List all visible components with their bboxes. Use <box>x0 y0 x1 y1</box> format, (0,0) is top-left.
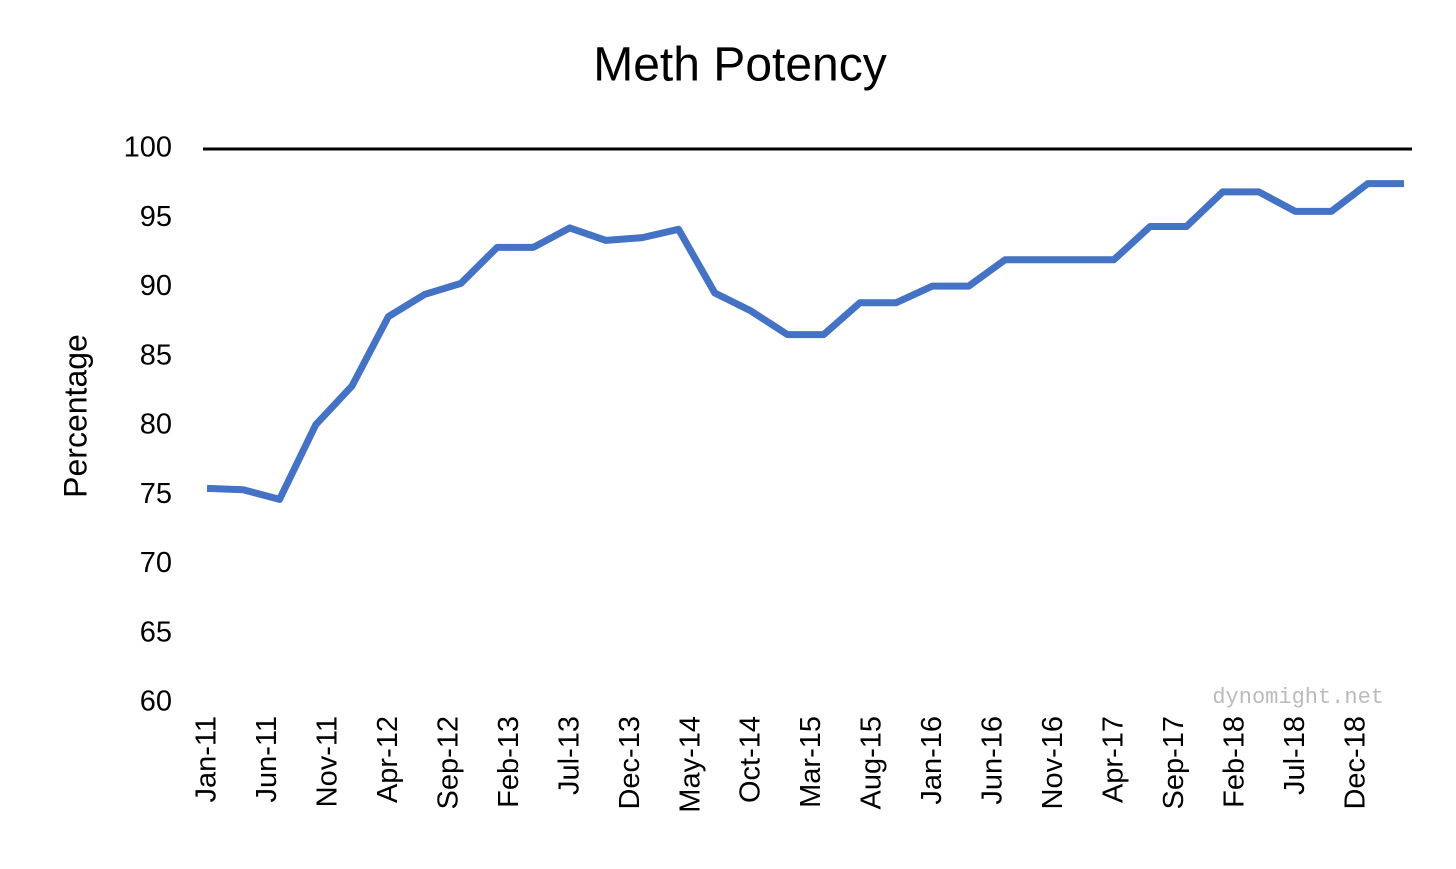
y-tick-label: 90 <box>140 270 172 302</box>
x-tick-label: Oct-14 <box>735 716 767 803</box>
x-tick-label: Feb-18 <box>1218 716 1250 808</box>
y-tick-label: 80 <box>140 409 172 441</box>
x-tick-label: Dec-18 <box>1339 716 1371 810</box>
x-tick-label: May-14 <box>674 716 706 813</box>
x-tick-label: Jun-16 <box>977 716 1009 805</box>
y-axis-label: Percentage <box>57 334 93 498</box>
x-tick-label: Apr-17 <box>1097 716 1129 803</box>
y-tick-label: 60 <box>140 686 172 718</box>
x-tick-label: Apr-12 <box>372 716 404 803</box>
y-tick-label: 75 <box>140 478 172 510</box>
x-tick-label: Feb-13 <box>493 716 525 808</box>
x-tick-label: Jan-16 <box>916 716 948 805</box>
watermark: dynomight.net <box>1212 685 1384 710</box>
x-tick-label: Sep-12 <box>432 716 464 810</box>
x-tick-label: Sep-17 <box>1158 716 1190 810</box>
x-tick-label: Nov-11 <box>312 716 344 807</box>
x-tick-label: Nov-16 <box>1037 716 1069 810</box>
x-tick-label: Jul-18 <box>1279 716 1311 795</box>
x-tick-label: Jul-13 <box>553 716 585 795</box>
x-tick-label: Jan-11 <box>191 716 223 803</box>
x-tick-label: Jun-11 <box>251 716 283 803</box>
y-tick-label: 70 <box>140 547 172 579</box>
y-tick-label: 100 <box>124 132 172 164</box>
y-tick-label: 65 <box>140 616 172 648</box>
y-tick-label: 95 <box>140 201 172 233</box>
chart-title: Meth Potency <box>593 39 886 92</box>
x-tick-label: Dec-13 <box>614 716 646 810</box>
y-tick-label: 85 <box>140 339 172 371</box>
line-series <box>206 180 1404 503</box>
x-tick-label: Mar-15 <box>795 716 827 808</box>
x-tick-label: Aug-15 <box>856 716 888 810</box>
